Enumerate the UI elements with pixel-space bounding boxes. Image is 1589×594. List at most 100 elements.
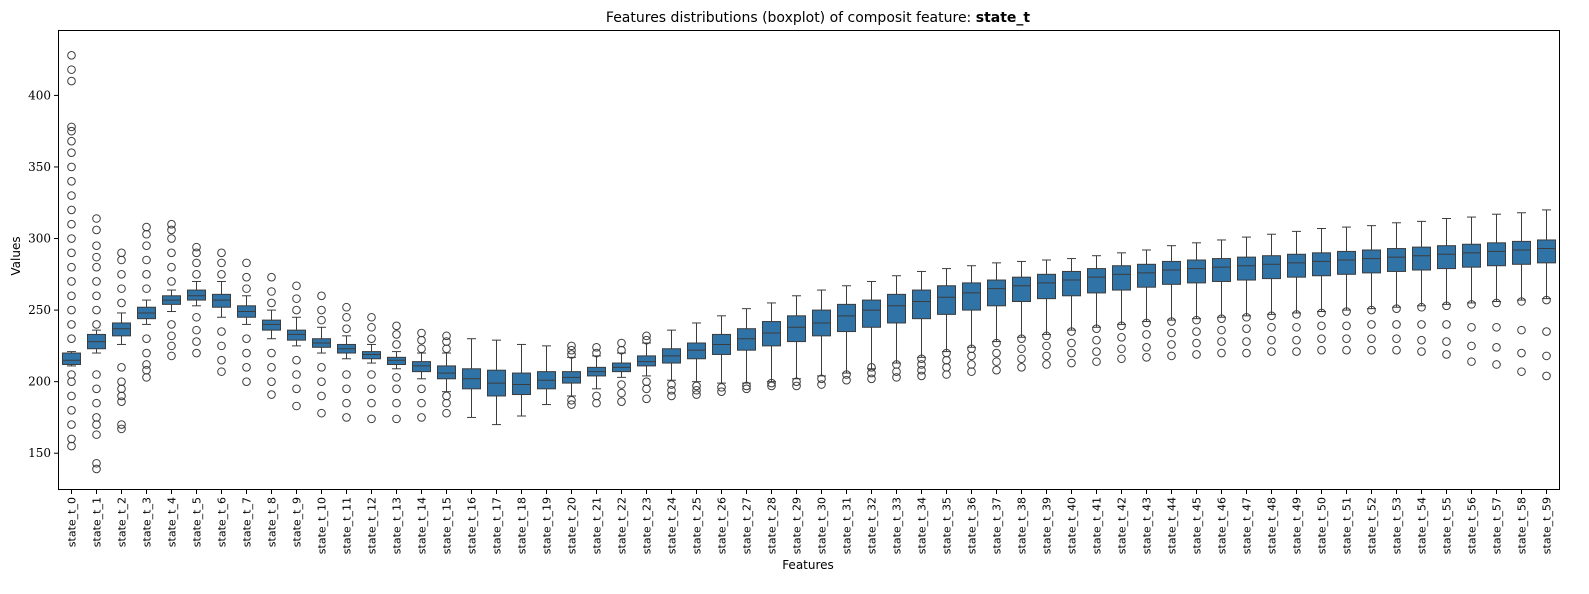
- outlier-point: [317, 377, 326, 386]
- outlier-point: [167, 320, 176, 329]
- outlier-point: [742, 381, 751, 391]
- outlier-point: [1442, 301, 1451, 311]
- outlier-point: [1367, 305, 1376, 315]
- iqr-box: [1437, 245, 1456, 270]
- outlier-point: [1142, 353, 1151, 362]
- outlier-point: [242, 258, 251, 268]
- outlier-point: [867, 363, 876, 372]
- outlier-point: [142, 270, 151, 279]
- box-group: [962, 265, 981, 376]
- outlier-point: [1367, 345, 1376, 355]
- outlier-point: [1142, 343, 1151, 352]
- outlier-point: [1117, 344, 1126, 354]
- outlier-point: [67, 391, 76, 401]
- outlier-point: [1067, 327, 1076, 336]
- x-tick-label: state_t_1: [91, 497, 104, 547]
- iqr-box: [762, 321, 781, 347]
- outlier-point: [342, 384, 351, 394]
- box-group: [887, 275, 906, 382]
- outlier-point: [367, 398, 376, 408]
- x-tick-label: state_t_12: [366, 497, 379, 554]
- outlier-point: [992, 357, 1001, 366]
- outlier-point: [1167, 340, 1176, 349]
- x-tick-label: state_t_6: [216, 497, 229, 547]
- outlier-point: [192, 325, 201, 335]
- outlier-point: [717, 383, 726, 392]
- box-group: [762, 302, 781, 391]
- outlier-point: [292, 401, 301, 411]
- outlier-point: [442, 408, 451, 418]
- y-tick-label: 250: [28, 303, 51, 317]
- box-group: [787, 295, 806, 391]
- outlier-point: [342, 302, 351, 312]
- outlier-point: [1117, 321, 1126, 331]
- outlier-point: [1317, 334, 1326, 344]
- outlier-point: [192, 337, 201, 346]
- x-tick-label: state_t_11: [341, 497, 354, 554]
- outlier-point: [67, 305, 76, 315]
- box-group: [1187, 242, 1206, 359]
- outlier-point: [142, 284, 151, 293]
- box-group: [412, 328, 431, 422]
- outlier-point: [1192, 327, 1201, 336]
- outlier-point: [1417, 335, 1426, 345]
- outlier-point: [767, 378, 776, 388]
- outlier-point: [1442, 350, 1451, 359]
- outlier-point: [117, 397, 126, 406]
- outlier-point: [417, 328, 426, 338]
- outlier-point: [142, 360, 151, 369]
- box-group: [737, 308, 756, 394]
- iqr-box: [687, 342, 706, 360]
- outlier-point: [742, 384, 751, 394]
- box-group: [1512, 212, 1531, 376]
- outlier-point: [167, 351, 176, 361]
- outlier-point: [717, 387, 726, 396]
- outlier-point: [592, 398, 601, 408]
- box-group: [1362, 225, 1381, 355]
- outlier-point: [1292, 310, 1301, 319]
- outlier-point: [1267, 322, 1276, 332]
- box-group: [687, 322, 706, 399]
- outlier-point: [92, 225, 101, 235]
- outlier-point: [967, 367, 976, 376]
- box-group: [1212, 239, 1231, 358]
- outlier-point: [67, 126, 76, 136]
- iqr-box: [512, 372, 531, 396]
- outlier-point: [1242, 312, 1251, 322]
- box-group: [987, 262, 1006, 375]
- outlier-point: [417, 344, 426, 354]
- outlier-point: [317, 315, 326, 325]
- outlier-point: [392, 373, 401, 382]
- outlier-point: [92, 320, 101, 329]
- x-tick-label: state_t_25: [691, 497, 704, 554]
- chart-title: Features distributions (boxplot) of comp…: [606, 10, 1030, 26]
- iqr-box: [1312, 252, 1331, 277]
- outlier-point: [217, 248, 226, 258]
- x-tick-label: state_t_51: [1341, 497, 1354, 554]
- outlier-point: [867, 368, 876, 378]
- box-group: [1012, 260, 1031, 372]
- outlier-point: [267, 272, 276, 282]
- iqr-box: [637, 355, 656, 367]
- outlier-point: [217, 327, 226, 336]
- x-tick-label: state_t_18: [516, 497, 529, 554]
- outlier-point: [592, 343, 601, 352]
- outlier-point: [1142, 318, 1151, 328]
- outlier-point: [142, 373, 151, 382]
- iqr-box: [912, 289, 931, 320]
- iqr-box: [412, 361, 431, 373]
- x-tick-label: state_t_23: [641, 497, 654, 554]
- outlier-point: [1392, 334, 1401, 344]
- iqr-box: [1287, 253, 1306, 278]
- outlier-point: [92, 420, 101, 429]
- outlier-point: [1142, 330, 1151, 339]
- outlier-point: [1442, 320, 1451, 329]
- outlier-point: [117, 298, 126, 308]
- outlier-point: [317, 408, 326, 418]
- box-group: [137, 222, 156, 382]
- outlier-point: [267, 390, 276, 399]
- outlier-point: [692, 390, 701, 399]
- outlier-point: [92, 277, 101, 286]
- outlier-point: [1492, 360, 1501, 369]
